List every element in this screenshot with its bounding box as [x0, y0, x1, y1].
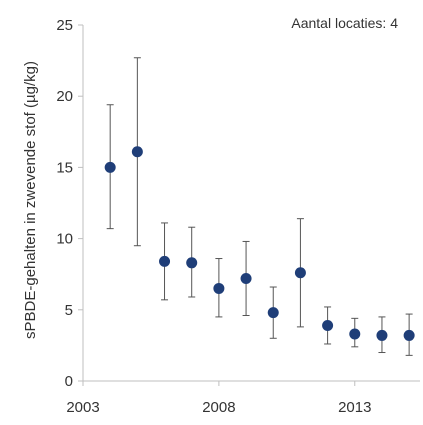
x-tick-label: 2008	[202, 399, 235, 416]
y-tick-label: 20	[56, 88, 73, 105]
data-point	[267, 307, 279, 319]
data-point	[159, 255, 171, 267]
y-tick-label: 25	[56, 17, 73, 34]
y-axis-label: sPBDE-gehalten in zwevende stof (µg/kg)	[22, 61, 39, 339]
x-tick-label: 2013	[338, 399, 371, 416]
data-point	[322, 319, 334, 331]
data-point	[131, 146, 143, 158]
y-tick-label: 0	[65, 373, 73, 390]
data-point	[349, 328, 361, 340]
data-points	[104, 146, 415, 341]
y-tick-label: 10	[56, 231, 73, 248]
data-point	[294, 267, 306, 279]
error-bars	[106, 57, 413, 356]
data-point	[213, 282, 225, 294]
data-point	[186, 257, 198, 269]
y-tick-label: 15	[56, 159, 73, 176]
data-point	[240, 272, 252, 284]
data-point	[104, 161, 116, 173]
data-point	[376, 329, 388, 341]
chart-annotation: Aantal locaties: 4	[291, 15, 398, 31]
data-point	[403, 329, 415, 341]
x-tick-label: 2003	[66, 399, 99, 416]
y-tick-label: 5	[65, 302, 73, 319]
axes: 0 5 10 15 20 25 2003 2008 2013	[56, 17, 420, 416]
